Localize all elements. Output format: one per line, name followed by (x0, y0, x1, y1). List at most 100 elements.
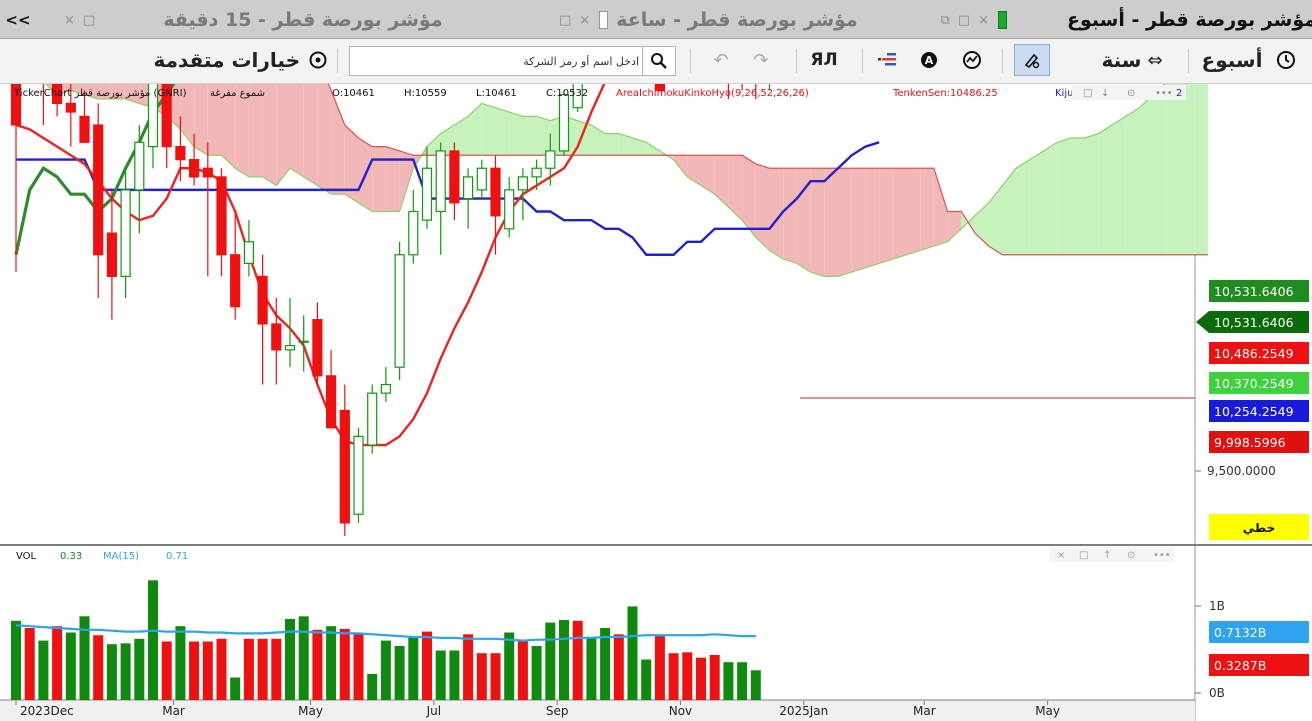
volume-bar (298, 616, 309, 700)
cloud-segment (1002, 168, 1017, 255)
cloud-segment (577, 120, 592, 156)
candle-body (421, 167, 433, 221)
cloud-segment (522, 116, 537, 156)
pane-maximize-icon[interactable]: □ (1083, 88, 1092, 99)
volume-pane-more-icon[interactable]: ••• (1153, 550, 1171, 561)
depth-icon[interactable] (872, 45, 902, 75)
range-selector[interactable]: سنة ⇔ (1082, 45, 1182, 75)
candle-body (435, 150, 446, 213)
cloud-segment (317, 84, 332, 195)
cloud-segment (755, 163, 770, 251)
open-value: O:10461 (332, 88, 375, 99)
volume-pane[interactable]: VOL 0.33 MA(15) 0.71 × □ ↑ ⊙ ••• (11, 547, 1174, 700)
volume-bar (65, 632, 76, 700)
pencil-icon (1024, 53, 1040, 69)
compare-icon[interactable]: ЯЛ (810, 50, 838, 70)
advanced-options-button[interactable]: خيارات متقدمة (132, 45, 328, 75)
tab-status-marker (997, 11, 1007, 29)
tab-qe-weekly[interactable]: ⧉ □ × مؤشر بورصة قطر - أسبوع (936, 2, 1312, 38)
cloud-segment (920, 168, 934, 251)
volume-bar (11, 620, 21, 700)
cloud-segment (1016, 159, 1030, 255)
redo-icon[interactable]: ↷ (753, 49, 769, 71)
volume-bars (11, 580, 761, 700)
tab-close-icon[interactable]: × (64, 12, 75, 28)
volume-bar (79, 616, 90, 700)
range-label: سنة (1101, 48, 1142, 72)
cloud-segment (810, 168, 825, 277)
tab-pin-icon[interactable]: ⧉ (940, 12, 950, 28)
clock-icon[interactable] (1268, 45, 1304, 75)
chart-area[interactable]: TickerChart مؤشر بورصة قطر (GNRI) شموع م… (0, 84, 1312, 721)
indicator-name: AreaIchimokuKinkoHyo(9,26,52,26,26) (616, 88, 809, 99)
candle-body (545, 150, 556, 169)
volume-bar (106, 644, 117, 700)
candle-body (339, 409, 350, 524)
cloud-segment (372, 146, 386, 212)
cloud-segment (207, 84, 222, 156)
price-info-bar: TickerChart مؤشر بورصة قطر (GNRI) شموع م… (13, 85, 1186, 100)
tab-close-icon[interactable]: × (978, 12, 989, 28)
tab-restore-icon[interactable]: □ (957, 12, 971, 28)
volume-pane-move-up-icon[interactable]: ↑ (1103, 550, 1111, 561)
volume-pane-close-icon[interactable]: × (1057, 550, 1065, 561)
tab-overflow-button[interactable]: << (5, 11, 31, 29)
time-tick-label: May (1035, 704, 1060, 718)
price-badge (1209, 280, 1309, 302)
cloud-segment (838, 168, 852, 277)
cloud-segment (769, 168, 784, 260)
price-badge-label: 10,486.2549 (1214, 346, 1294, 361)
gear-icon (309, 51, 327, 69)
volume-bar (326, 626, 337, 700)
tab-restore-icon[interactable]: □ (559, 12, 572, 28)
period-selector[interactable]: أسبوع (1196, 45, 1268, 75)
price-badge-label: 10,254.2549 (1214, 404, 1294, 419)
volume-bar (38, 640, 49, 700)
alert-icon[interactable]: A (914, 45, 944, 75)
tab-restore-icon[interactable]: □ (82, 12, 96, 28)
cloud-segment (1153, 84, 1167, 255)
volume-bar (449, 650, 460, 700)
company-search-input[interactable] (352, 48, 641, 74)
volume-bar (120, 643, 131, 700)
senkou-span-a-line (44, 84, 1166, 277)
tab-qe-hourly[interactable]: □ × مؤشر بورصة قطر - ساعة (555, 2, 858, 38)
search-icon (651, 53, 667, 69)
cloud-segment (618, 133, 633, 156)
price-axis[interactable]: 11,500.000011,000.00009,500.000010,531.6… (1195, 84, 1309, 540)
cloud-segment (1098, 125, 1112, 255)
time-axis[interactable]: 2023Dec Mar May Jul Sep Nov 2025Jan Mar May (15, 701, 1060, 718)
indicators-icon[interactable] (957, 45, 987, 75)
volume-pane-maximize-icon[interactable]: □ (1079, 550, 1088, 561)
price-pane[interactable] (10, 84, 1208, 536)
undo-icon[interactable]: ↶ (713, 49, 729, 71)
volume-pane-settings-icon[interactable]: ⊙ (1127, 550, 1135, 561)
volume-tick-label: 0B (1209, 686, 1225, 700)
drawing-tools-button[interactable] (1014, 44, 1050, 76)
tab-close-icon[interactable]: × (579, 12, 591, 28)
company-search (349, 46, 676, 76)
price-badge (1209, 311, 1309, 333)
cloud-segment (70, 84, 85, 95)
cloud-segment (235, 84, 249, 177)
cloud-segment (1112, 116, 1126, 255)
price-badge-label: 9,998.5996 (1214, 435, 1286, 450)
range-arrows-icon: ⇔ (1147, 49, 1163, 71)
cloud-segment (947, 211, 962, 242)
advanced-options-label: خيارات متقدمة (153, 48, 300, 72)
close-value: C:10532 (546, 88, 588, 99)
cloud-segment (879, 168, 893, 264)
ichimoku-cloud (44, 84, 1208, 277)
cloud-segment (1139, 94, 1154, 255)
cloud-segment (1125, 107, 1140, 255)
pane-move-down-icon[interactable]: ↓ (1101, 88, 1109, 99)
cloud-segment (276, 84, 290, 186)
cloud-segment (605, 133, 619, 156)
pane-settings-icon[interactable]: ⊙ (1127, 88, 1135, 99)
search-button[interactable] (642, 47, 675, 75)
tab-qe-15min[interactable]: × □ مؤشر بورصة قطر - 15 دقيقة (60, 2, 443, 38)
volume-axis[interactable]: 1B 0B 0.7132B 0.3287B (1195, 599, 1309, 700)
pane-number: 2 (1176, 88, 1182, 99)
pane-more-icon[interactable]: ••• (1155, 88, 1173, 99)
candle-body (312, 319, 323, 377)
